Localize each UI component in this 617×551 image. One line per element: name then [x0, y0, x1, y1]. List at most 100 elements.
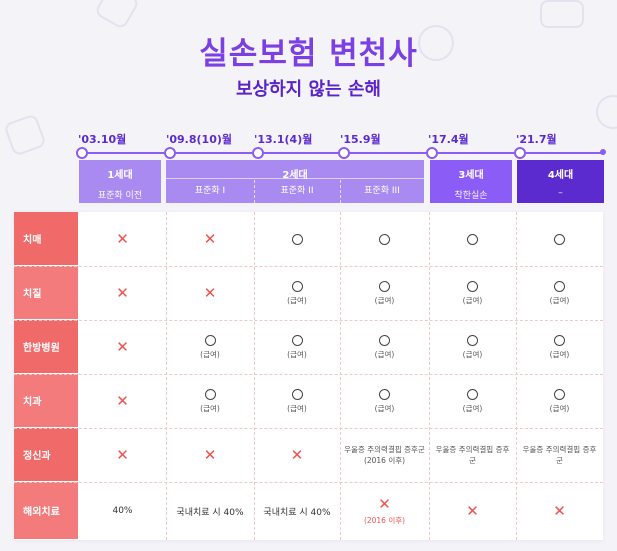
x-mark-icon: ✕: [290, 445, 304, 464]
circle-mark-icon: [379, 233, 390, 245]
x-mark-icon: ✕: [116, 229, 129, 248]
circle-mark-icon: [467, 388, 478, 400]
circle-mark-icon: [204, 388, 216, 400]
x-mark-icon: ✕: [116, 283, 129, 302]
page-subtitle: 보상하지 않는 손해: [235, 79, 381, 100]
generation-2-header: 2세대: [166, 160, 424, 203]
table-cell: ✕ (2016 이후): [340, 482, 429, 540]
table-cell: (급여): [166, 374, 254, 428]
row-divider: [14, 428, 603, 429]
circle-mark-icon: [291, 233, 303, 245]
cell-note: (급여): [287, 403, 307, 413]
circle-mark-icon: [467, 233, 478, 245]
generation-3-header: 3세대 착한실손: [430, 160, 512, 203]
background-shape: [596, 95, 617, 129]
cell-note: (급여): [374, 403, 395, 413]
row-label: 해외치료: [14, 482, 78, 539]
cell-value: 국내치료 시 40%: [263, 507, 331, 518]
table-cell: ✕: [79, 212, 166, 266]
circle-mark-icon: [554, 334, 565, 346]
row-label: 한방병원: [14, 320, 78, 373]
background-shape: [418, 25, 454, 61]
table-cell: ✕: [166, 266, 254, 320]
table-cell: ✕: [254, 428, 340, 482]
x-mark-icon: ✕: [116, 445, 129, 464]
table-cell: (급여): [516, 320, 603, 374]
table-cell: ✕: [79, 374, 166, 428]
background-shape: [93, 0, 141, 31]
table-cell: 우울증 주의력결핍 증후군 (2016 이후): [340, 428, 429, 482]
cell-note: (급여): [549, 403, 570, 413]
generation-name: 2세대: [282, 170, 308, 181]
timeline-end-dot: [600, 149, 606, 155]
generation-4-header: 4세대 –: [517, 160, 604, 203]
table-cell: ✕: [166, 212, 254, 266]
x-mark-icon: ✕: [203, 283, 217, 302]
timeline-date: '17.4월: [428, 133, 469, 146]
cell-note: (급여): [549, 349, 570, 359]
cell-note: (급여): [200, 403, 220, 413]
timeline-dot: [514, 147, 526, 159]
circle-mark-icon: [554, 280, 565, 292]
table-cell: (급여): [340, 374, 429, 428]
generation-1-header: 1세대 표준화 이전: [79, 160, 161, 203]
circle-mark-icon: [554, 388, 565, 400]
row-label: 치질: [14, 266, 78, 319]
cell-note: (급여): [374, 349, 395, 359]
cell-text: 우울증 주의력결핍 증후군: [435, 445, 510, 465]
table-cell: 국내치료 시 40%: [254, 482, 340, 540]
table-cell: (급여): [340, 320, 429, 374]
circle-mark-icon: [291, 280, 303, 292]
cell-note: (급여): [549, 295, 570, 305]
table-cell: (급여): [429, 320, 516, 374]
circle-mark-icon: [291, 388, 303, 400]
table-cell: 40%: [79, 482, 166, 540]
cell-note: (급여): [200, 349, 220, 359]
table-cell: [429, 212, 516, 266]
cell-note: (급여): [287, 295, 307, 305]
cell-note: (급여): [374, 295, 395, 305]
row-divider: [14, 374, 603, 375]
table-cell: (급여): [340, 266, 429, 320]
table-cell: ✕: [79, 266, 166, 320]
circle-mark-icon: [379, 388, 390, 400]
x-mark-icon: ✕: [466, 501, 479, 520]
background-shape: [540, 0, 584, 28]
table-cell: [340, 212, 429, 266]
circle-mark-icon: [554, 233, 565, 245]
timeline-dot: [426, 147, 438, 159]
circle-mark-icon: [379, 280, 390, 292]
generation-name: 3세대: [458, 170, 484, 181]
row-label: 정신과: [14, 428, 78, 481]
row-divider: [14, 320, 603, 321]
table-cell: ✕: [429, 482, 516, 540]
circle-mark-icon: [291, 334, 303, 346]
circle-mark-icon: [467, 280, 478, 292]
table-cell: ✕: [516, 482, 603, 540]
generation-2-sub-3: 표준화 III: [364, 186, 400, 196]
x-mark-icon: ✕: [203, 445, 217, 464]
background-shape: [3, 113, 47, 157]
sub-separator: [340, 180, 341, 203]
page-title: 실손보험 변천사: [199, 36, 418, 72]
timeline-date: '03.10월: [78, 133, 127, 146]
column-divider: [429, 212, 430, 540]
x-mark-icon: ✕: [116, 391, 129, 410]
timeline-dot: [164, 147, 176, 159]
table-cell: 국내치료 시 40%: [166, 482, 254, 540]
cell-value: 국내치료 시 40%: [176, 507, 244, 518]
timeline-date: '15.9월: [340, 133, 381, 146]
generation-sub: 표준화 이전: [97, 191, 143, 201]
table-cell: 우울증 주의력결핍 증후군: [516, 428, 603, 482]
column-divider: [254, 212, 255, 540]
column-divider: [166, 212, 167, 540]
generation-name: 4세대: [547, 170, 574, 181]
timeline-dot: [252, 147, 264, 159]
table-cell: [254, 212, 340, 266]
table-cell: (급여): [254, 320, 340, 374]
cell-text: 우울증 주의력결핍 증후군 (2016 이후): [344, 445, 425, 465]
column-divider: [340, 212, 341, 540]
generation-2-sub-1: 표준화 I: [194, 186, 226, 196]
generation-sub: –: [558, 188, 563, 198]
column-divider: [516, 212, 517, 540]
